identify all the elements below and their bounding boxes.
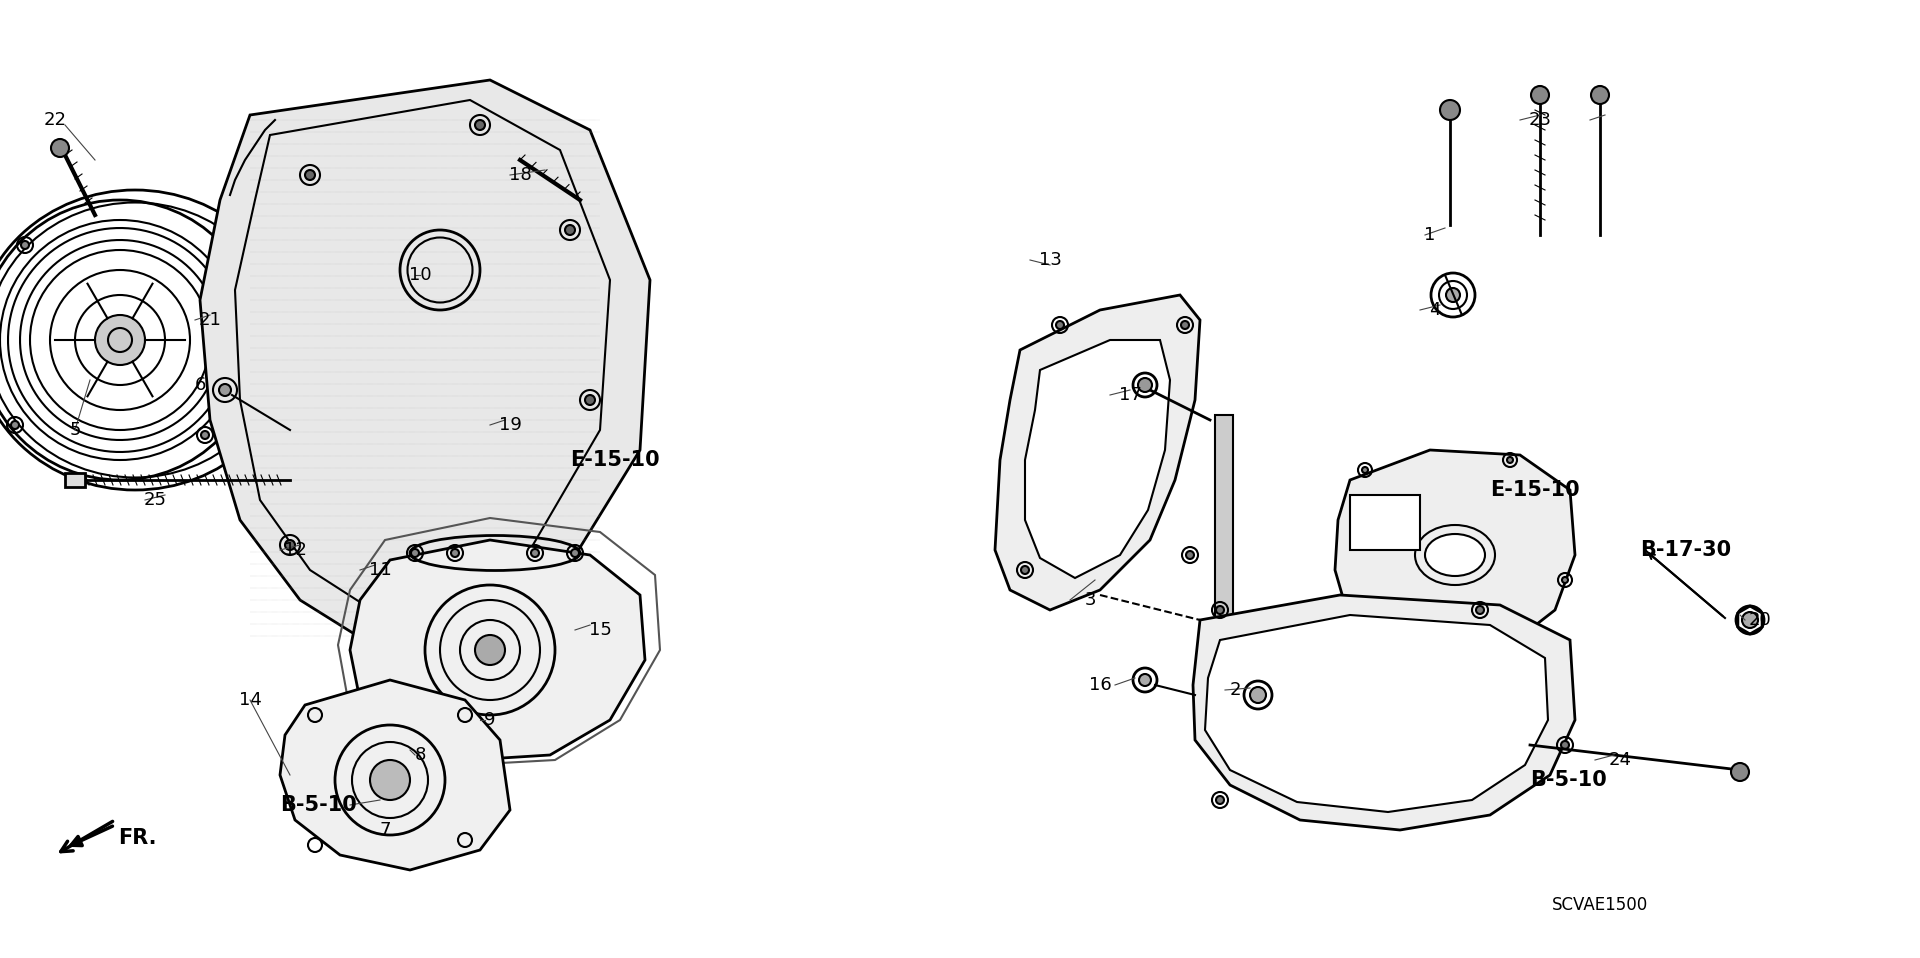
Circle shape (474, 120, 486, 130)
Circle shape (1215, 796, 1225, 804)
Text: 8: 8 (415, 746, 426, 764)
Circle shape (1592, 86, 1609, 104)
Text: B-5-10: B-5-10 (280, 795, 357, 815)
Circle shape (1476, 606, 1484, 614)
Circle shape (1187, 551, 1194, 559)
Polygon shape (349, 540, 645, 760)
Text: 2: 2 (1229, 681, 1240, 699)
Circle shape (1181, 321, 1188, 329)
Text: 11: 11 (369, 561, 392, 579)
Text: 10: 10 (409, 266, 432, 284)
Circle shape (52, 139, 69, 157)
Text: 19: 19 (499, 416, 522, 434)
Polygon shape (1025, 340, 1169, 578)
Bar (65, 473, 84, 487)
Text: 25: 25 (144, 491, 167, 509)
Text: 24: 24 (1609, 751, 1632, 769)
Circle shape (371, 760, 411, 800)
Circle shape (495, 550, 505, 560)
Bar (1350, 495, 1421, 550)
Polygon shape (1192, 595, 1574, 830)
Circle shape (1361, 467, 1367, 473)
Circle shape (1250, 687, 1265, 703)
Text: 21: 21 (198, 311, 221, 329)
Circle shape (1507, 457, 1513, 463)
Circle shape (386, 605, 396, 615)
Text: E-15-10: E-15-10 (1490, 480, 1580, 500)
Circle shape (1530, 86, 1549, 104)
Polygon shape (200, 80, 651, 650)
Circle shape (1139, 378, 1152, 392)
Text: 7: 7 (380, 821, 392, 839)
Text: 12: 12 (284, 541, 307, 559)
Text: 4: 4 (1428, 301, 1440, 319)
Circle shape (1215, 606, 1225, 614)
Circle shape (1348, 617, 1354, 623)
Text: 23: 23 (1528, 111, 1551, 129)
Text: 3: 3 (1085, 591, 1096, 609)
Circle shape (21, 241, 29, 249)
Circle shape (202, 431, 209, 439)
Polygon shape (995, 295, 1200, 610)
Circle shape (305, 170, 315, 180)
Polygon shape (280, 680, 511, 870)
Circle shape (1440, 100, 1459, 120)
Circle shape (219, 384, 230, 396)
Circle shape (1561, 741, 1569, 749)
Text: 20: 20 (1749, 611, 1772, 629)
Text: 16: 16 (1089, 676, 1112, 694)
Text: 5: 5 (69, 421, 81, 439)
Circle shape (532, 549, 540, 557)
Bar (1215, 415, 1233, 665)
Polygon shape (1206, 615, 1548, 812)
Circle shape (1563, 577, 1569, 583)
Circle shape (586, 395, 595, 405)
Ellipse shape (1425, 534, 1484, 576)
Text: FR.: FR. (117, 828, 157, 848)
Text: 14: 14 (238, 691, 261, 709)
Circle shape (1446, 288, 1459, 302)
Circle shape (451, 549, 459, 557)
Circle shape (1056, 321, 1064, 329)
Text: 18: 18 (509, 166, 532, 184)
Circle shape (12, 421, 19, 429)
Text: 15: 15 (589, 621, 611, 639)
Text: 1: 1 (1425, 226, 1436, 244)
Text: 6: 6 (194, 376, 205, 394)
Text: 17: 17 (1119, 386, 1140, 404)
Circle shape (1021, 566, 1029, 574)
Text: 9: 9 (484, 711, 495, 729)
Text: 13: 13 (1039, 251, 1062, 269)
Circle shape (564, 225, 574, 235)
Circle shape (411, 549, 419, 557)
Circle shape (94, 315, 146, 365)
Circle shape (570, 549, 580, 557)
Text: B-17-30: B-17-30 (1640, 540, 1732, 560)
Circle shape (474, 635, 505, 665)
Text: SCVAE1500: SCVAE1500 (1551, 896, 1647, 914)
Circle shape (1139, 674, 1150, 686)
Polygon shape (1334, 450, 1574, 660)
Text: E-15-10: E-15-10 (570, 450, 660, 470)
Circle shape (284, 540, 296, 550)
Circle shape (1732, 763, 1749, 781)
Text: B-5-10: B-5-10 (1530, 770, 1607, 790)
Text: 22: 22 (44, 111, 67, 129)
Circle shape (1741, 612, 1759, 628)
